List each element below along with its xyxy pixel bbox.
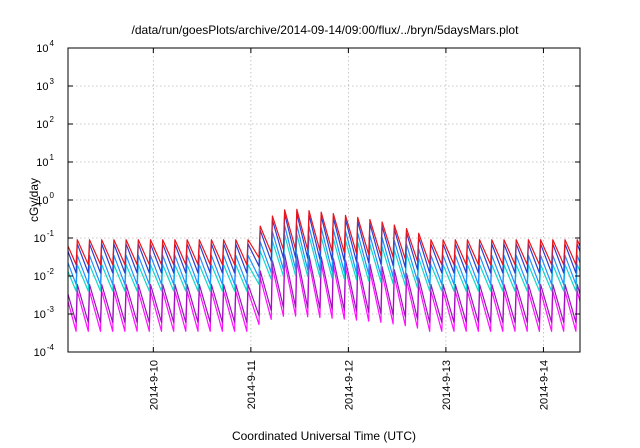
series-line-purple bbox=[68, 253, 580, 323]
chart-title: /data/run/goesPlots/archive/2014-09-14/0… bbox=[132, 23, 520, 37]
y-tick-label: 102 bbox=[36, 115, 54, 131]
tick-group: 10-410-310-210-11001011021031042014-9-10… bbox=[34, 39, 580, 410]
y-tick-label: 103 bbox=[36, 77, 54, 93]
y-tick-label: 10-4 bbox=[34, 343, 55, 359]
y-tick-label: 10-1 bbox=[34, 229, 55, 245]
x-tick-label: 2014-9-11 bbox=[246, 360, 258, 409]
x-tick-label: 2014-9-14 bbox=[538, 360, 550, 410]
y-tick-label: 10-2 bbox=[34, 267, 55, 283]
series-line-red bbox=[68, 208, 580, 266]
y-tick-label: 101 bbox=[36, 153, 54, 169]
y-tick-label: 10-3 bbox=[34, 305, 55, 321]
y-axis-label: cGy/day bbox=[27, 178, 41, 222]
y-tick-label: 104 bbox=[36, 39, 54, 55]
x-axis-label: Coordinated Universal Time (UTC) bbox=[232, 429, 416, 443]
x-tick-label: 2014-9-10 bbox=[148, 360, 160, 410]
x-tick-label: 2014-9-13 bbox=[441, 360, 453, 410]
series-line-blue bbox=[68, 212, 580, 274]
series-group bbox=[68, 208, 580, 332]
x-tick-label: 2014-9-12 bbox=[343, 360, 355, 410]
